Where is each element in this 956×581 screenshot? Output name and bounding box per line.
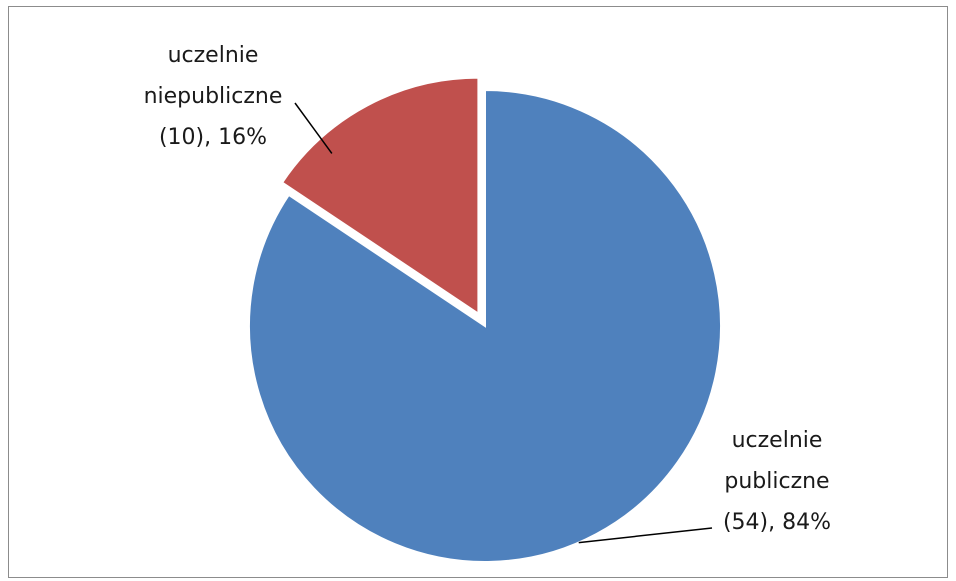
leader-line-uczelnie-publiczne: [578, 527, 713, 544]
label-niepubliczne-line-2: niepubliczne: [144, 84, 283, 109]
label-publiczne-line-1: uczelnie: [732, 428, 823, 453]
label-publiczne-line-3: (54), 84%: [723, 510, 831, 535]
label-niepubliczne-line-3: (10), 16%: [159, 125, 267, 150]
leader-lines: [294, 102, 713, 544]
pie-slice-uczelnie-publiczne: [248, 88, 722, 563]
label-niepubliczne-line-1: uczelnie: [168, 43, 259, 68]
label-publiczne-line-2: publiczne: [724, 469, 829, 494]
label-uczelnie-niepubliczne: uczelnie niepubliczne (10), 16%: [144, 43, 283, 150]
pie-slice-uczelnie-niepubliczne: [280, 76, 480, 316]
pie-slices: [248, 76, 722, 563]
label-uczelnie-publiczne: uczelnie publiczne (54), 84%: [723, 428, 831, 535]
leader-line-uczelnie-niepubliczne: [294, 102, 333, 154]
